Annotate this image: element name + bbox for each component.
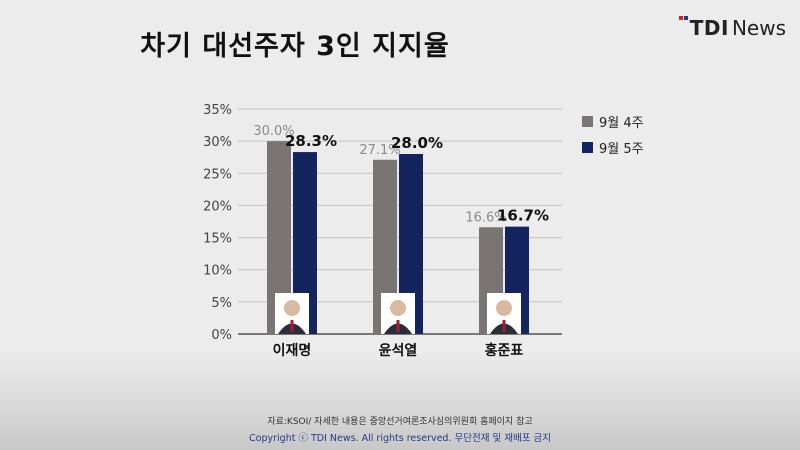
logo-brand-bold: TDI (689, 16, 729, 40)
y-tick-label: 15% (203, 232, 232, 247)
legend-item-series1: 9월 4주 (582, 108, 644, 134)
copyright-notice: Copyright ⓒ TDI News. All rights reserve… (249, 433, 551, 444)
data-label: 28.3% (285, 132, 337, 150)
candidate-photo-tie (290, 320, 294, 332)
chart-legend: 9월 4주 9월 5주 (582, 108, 644, 160)
candidate-photo-face (284, 300, 300, 316)
category-label: 이재명 (273, 342, 312, 359)
candidate-photo-face (390, 300, 406, 316)
y-tick-label: 5% (211, 296, 232, 311)
legend-label-series2: 9월 5주 (599, 141, 644, 157)
y-tick-label: 30% (203, 135, 232, 150)
legend-swatch-series2 (582, 141, 593, 153)
y-tick-label: 10% (203, 264, 232, 279)
candidate-photo-tie (502, 320, 506, 332)
category-label: 윤석열 (379, 342, 418, 359)
data-label: 16.7% (497, 207, 549, 225)
data-label: 27.1% (359, 143, 400, 158)
logo-brand-light: News (731, 16, 786, 40)
legend-swatch-series1 (582, 115, 593, 127)
data-label: 28.0% (391, 134, 443, 152)
candidate-photo-face (496, 300, 512, 316)
data-label: 30.0% (253, 124, 294, 139)
chart-title: 차기 대선주자 3인 지지율 (140, 31, 450, 62)
candidate-photo-tie (396, 320, 400, 332)
y-tick-label: 35% (203, 103, 232, 118)
source-note: 자료:KSOI/ 자세한 내용은 중앙선거여론조사심의위원회 홈페이지 참고 (267, 417, 533, 427)
tdi-news-logo: TDI News (678, 14, 786, 42)
data-label: 16.6% (465, 210, 506, 225)
category-label: 홍준표 (485, 342, 524, 359)
y-tick-label: 20% (203, 199, 232, 214)
logo-mark-icon (678, 16, 689, 40)
legend-label-series1: 9월 4주 (599, 115, 644, 131)
y-tick-label: 0% (211, 328, 232, 343)
y-tick-label: 25% (203, 167, 232, 182)
legend-item-series2: 9월 5주 (582, 134, 644, 160)
